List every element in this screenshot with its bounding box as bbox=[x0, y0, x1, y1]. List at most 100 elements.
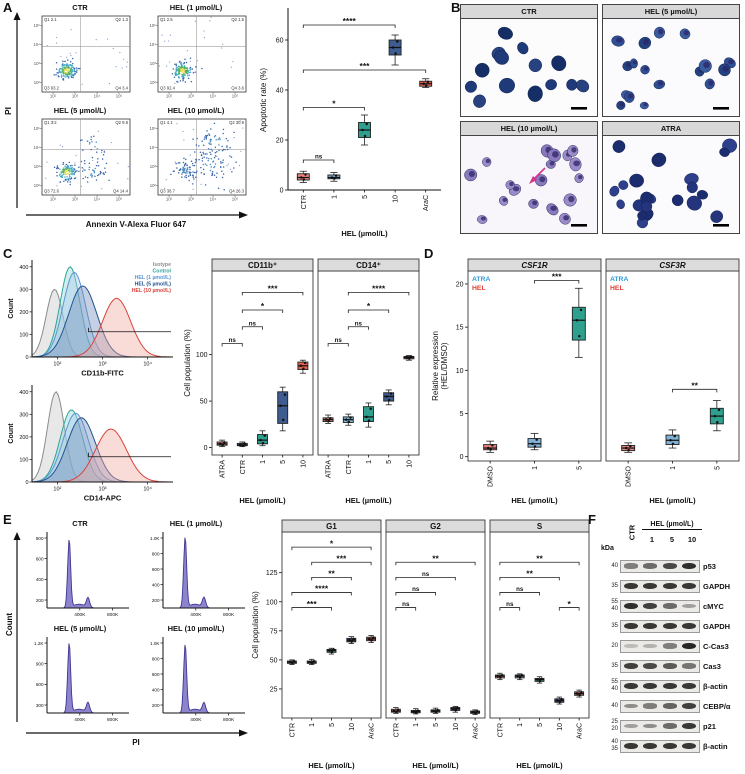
svg-text:300: 300 bbox=[19, 412, 28, 418]
svg-text:400K: 400K bbox=[74, 717, 86, 723]
svg-text:ns: ns bbox=[355, 320, 363, 327]
protein-label: Cas3 bbox=[703, 661, 721, 671]
svg-text:5: 5 bbox=[280, 460, 287, 464]
ctr-lane-label: CTR bbox=[627, 524, 637, 541]
significance-bracket bbox=[311, 561, 372, 566]
protein-band bbox=[662, 723, 677, 729]
significance-bracket bbox=[558, 607, 580, 611]
svg-text:Q1 2.5: Q1 2.5 bbox=[160, 17, 173, 22]
svg-text:100: 100 bbox=[19, 332, 28, 338]
protein-band bbox=[623, 682, 638, 690]
svg-text:50: 50 bbox=[270, 657, 278, 664]
micrograph-title: HEL (10 µmol/L) bbox=[461, 122, 597, 136]
svg-text:10⁵: 10⁵ bbox=[33, 23, 40, 28]
svg-text:100: 100 bbox=[266, 599, 278, 606]
svg-text:****: **** bbox=[343, 16, 357, 26]
count-axis-arrow bbox=[13, 532, 21, 722]
significance-bracket bbox=[672, 388, 718, 393]
svg-text:10⁵: 10⁵ bbox=[232, 197, 239, 202]
protein-band bbox=[682, 682, 697, 690]
kda-markers: 35 bbox=[611, 622, 618, 629]
significance-bracket bbox=[291, 592, 352, 596]
blot-strip bbox=[620, 559, 700, 573]
dna-histogram: 800 600 400 200 400K 800K bbox=[27, 529, 133, 621]
svg-text:Q3 72.6: Q3 72.6 bbox=[44, 189, 60, 194]
svg-text:HEL (µmol/L): HEL (µmol/L) bbox=[516, 761, 563, 770]
svg-text:200: 200 bbox=[152, 703, 160, 708]
svg-text:400: 400 bbox=[19, 265, 28, 271]
protein-band bbox=[643, 703, 658, 709]
svg-text:HEL (5 µmol/L): HEL (5 µmol/L) bbox=[135, 282, 172, 288]
expression-boxplot: Relative expression (HEL/DMSO)05101520CSF… bbox=[431, 258, 740, 505]
dna-peak bbox=[163, 644, 245, 714]
micrograph-title: ATRA bbox=[603, 122, 739, 136]
svg-text:10³: 10³ bbox=[99, 487, 107, 493]
svg-text:10³: 10³ bbox=[34, 164, 41, 169]
svg-text:HEL (µmol/L): HEL (µmol/L) bbox=[341, 229, 388, 238]
blot-strip bbox=[620, 679, 700, 693]
protein-band bbox=[643, 742, 658, 750]
blot-row: 35 Cas3 bbox=[600, 656, 745, 676]
significance-bracket bbox=[534, 280, 580, 284]
svg-text:CTR: CTR bbox=[240, 460, 247, 474]
significance-bracket bbox=[291, 607, 332, 611]
svg-text:ns: ns bbox=[335, 337, 343, 344]
panel-c-histograms: Count 0 100 200 300 400 10² 10³ 10⁴ CD11b-FITC Iso… bbox=[6, 256, 178, 502]
cell bbox=[637, 210, 647, 221]
kda-markers: 40 35 bbox=[611, 739, 618, 752]
protein-band bbox=[662, 603, 677, 609]
dose-label: 10 bbox=[687, 535, 697, 544]
cycle-plot-hel10: HEL (10 µmol/L) 1.0K 800 600 400 200 400K 800K bbox=[140, 623, 252, 726]
kda-markers: 25 20 bbox=[611, 719, 618, 732]
svg-text:ns: ns bbox=[412, 586, 420, 593]
protein-band bbox=[623, 662, 638, 670]
pi-axis-arrow bbox=[26, 729, 248, 737]
cycle-boxplot: Cell population (%) 25 50 75 100 125 G1 CTR 1 5 10… bbox=[251, 519, 590, 770]
svg-text:800: 800 bbox=[152, 551, 160, 556]
cell bbox=[498, 77, 515, 94]
svg-text:AraC: AraC bbox=[473, 723, 480, 739]
svg-text:10⁴: 10⁴ bbox=[94, 197, 101, 202]
flow-plot-title: CTR bbox=[72, 3, 88, 12]
svg-text:HEL (µmol/L): HEL (µmol/L) bbox=[412, 761, 459, 770]
micrograph-title: HEL (5 µmol/L) bbox=[603, 5, 739, 19]
svg-text:10²: 10² bbox=[166, 197, 173, 202]
svg-text:5: 5 bbox=[460, 411, 464, 418]
protein-band bbox=[682, 702, 697, 710]
svg-text:CTR: CTR bbox=[346, 460, 353, 474]
svg-text:400: 400 bbox=[19, 390, 28, 396]
svg-text:Q4 3.4: Q4 3.4 bbox=[115, 86, 128, 91]
svg-text:G2: G2 bbox=[430, 522, 441, 531]
protein-band bbox=[662, 663, 677, 669]
svg-text:****: **** bbox=[372, 284, 386, 294]
flow-scatter: 10² 10² 10³ 10³ 10⁴ 10⁴ 10⁵ 10⁵ Q1 2.1 Q2 1.3 Q3 9… bbox=[27, 13, 133, 103]
svg-text:*: * bbox=[568, 599, 572, 609]
csf-receptor-expression-chart: Relative expression (HEL/DMSO) 0 5 10 15 20 CSF… bbox=[430, 255, 742, 510]
svg-text:CSF3R: CSF3R bbox=[659, 261, 685, 270]
svg-text:50: 50 bbox=[200, 399, 208, 406]
micrograph-image bbox=[603, 136, 739, 233]
blot-row: 40 35 β-actin bbox=[600, 736, 745, 756]
svg-text:10: 10 bbox=[456, 368, 464, 375]
panel-a-flow-cytometry: PI CTR 10² 10² 10³ 10³ 10⁴ 10⁴ 10⁵ 10⁵ Q1 2.1 Q2 1… bbox=[3, 2, 254, 240]
significance-bracket bbox=[221, 343, 243, 347]
cell bbox=[629, 173, 644, 188]
svg-text:*: * bbox=[367, 301, 371, 311]
cell bbox=[719, 147, 730, 157]
svg-text:10⁵: 10⁵ bbox=[232, 94, 239, 99]
svg-text:Q1 2.1: Q1 2.1 bbox=[44, 17, 57, 22]
pi-axis-arrow bbox=[13, 12, 21, 208]
svg-text:Count: Count bbox=[8, 298, 15, 319]
svg-text:Apoptotic rate (%): Apoptotic rate (%) bbox=[259, 68, 268, 132]
svg-text:**: ** bbox=[691, 381, 698, 391]
panel-label-d: D bbox=[424, 246, 434, 261]
cell bbox=[641, 200, 653, 213]
svg-text:DMSO: DMSO bbox=[626, 465, 633, 487]
svg-text:Count: Count bbox=[8, 423, 15, 444]
svg-text:0: 0 bbox=[460, 454, 464, 461]
scale-bar bbox=[571, 224, 587, 227]
svg-text:10⁴: 10⁴ bbox=[149, 145, 156, 150]
svg-text:10: 10 bbox=[300, 460, 307, 468]
blot-row: 25 20 p21 bbox=[600, 716, 745, 736]
svg-text:*: * bbox=[261, 301, 265, 311]
